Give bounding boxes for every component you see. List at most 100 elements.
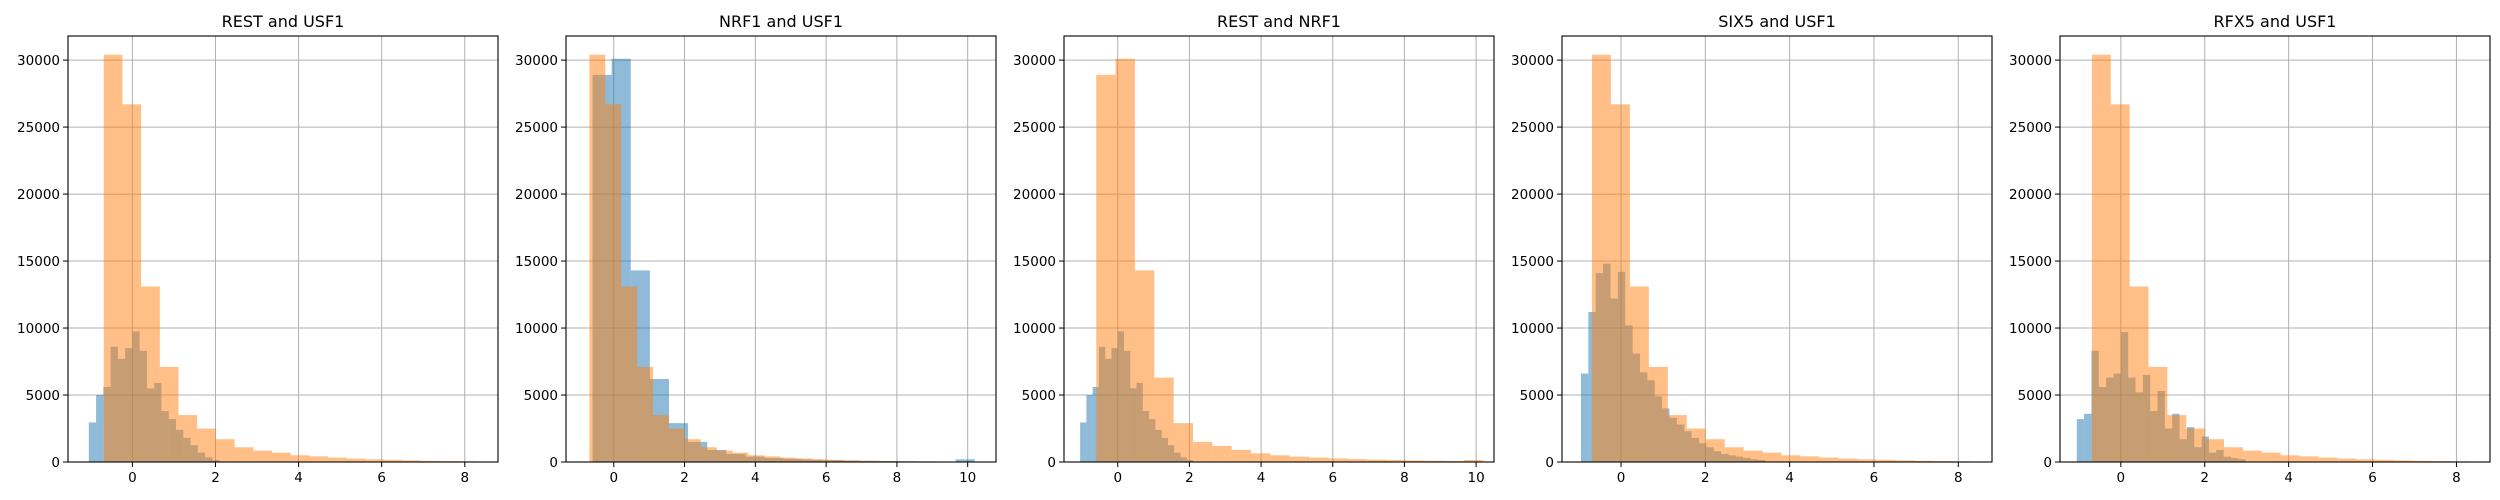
y-tick-label: 15000 (1013, 254, 1056, 270)
histogram-bar-series-2 (1857, 459, 1877, 462)
x-tick-label: 4 (1785, 470, 1794, 486)
histogram-bar-series-2 (589, 54, 606, 462)
y-tick-label: 15000 (2009, 254, 2052, 270)
x-tick-label: 8 (1954, 470, 1963, 486)
y-tick-label: 10000 (2009, 321, 2052, 337)
x-tick-label: 0 (609, 470, 618, 486)
x-tick-label: 8 (460, 470, 469, 486)
histogram-bar-series-2 (1405, 460, 1426, 462)
y-tick-label: 25000 (2009, 120, 2052, 136)
histogram-bar-series-2 (328, 457, 347, 462)
histogram-bar-series-1 (96, 395, 104, 462)
histogram-bar-series-2 (1914, 460, 1934, 462)
histogram-bar-series-2 (621, 286, 638, 462)
histogram-bar-series-2 (1838, 458, 1858, 462)
y-tick-label: 10000 (17, 321, 60, 337)
y-tick-label: 5000 (1520, 388, 1554, 404)
y-tick-label: 20000 (17, 187, 60, 203)
histogram-bar-series-2 (141, 286, 160, 462)
histogram-bar-series-2 (2393, 460, 2413, 462)
y-tick-label: 25000 (1013, 120, 1056, 136)
histogram-bar-series-2 (668, 428, 685, 462)
y-tick-label: 5000 (524, 388, 558, 404)
histogram-bar-series-1 (1086, 395, 1093, 462)
histogram-bar-series-2 (159, 366, 179, 462)
histogram-bar-series-1 (1080, 422, 1087, 462)
histogram-bar-series-2 (2148, 366, 2168, 462)
histogram-bar-series-2 (1610, 104, 1630, 462)
histogram-bar-series-2 (1212, 445, 1232, 462)
y-tick-label: 0 (549, 455, 558, 471)
histogram-bar-series-2 (2205, 439, 2225, 462)
histogram-bar-series-2 (812, 459, 829, 462)
histogram-bar-series-2 (2356, 459, 2376, 462)
histogram-bar-series-2 (1591, 54, 1611, 462)
histogram-bar-series-2 (122, 104, 142, 462)
y-tick-label: 15000 (17, 254, 60, 270)
histogram-bar-series-2 (1724, 447, 1744, 462)
y-tick-label: 25000 (515, 120, 558, 136)
histogram-bar-series-2 (384, 459, 403, 462)
chart-title: RFX5 and USF1 (2214, 12, 2337, 31)
x-tick-label: 4 (294, 470, 303, 486)
histogram-bar-series-2 (1251, 453, 1271, 462)
histogram-bar-series-2 (2110, 104, 2130, 462)
histogram-bar-series-2 (1876, 459, 1896, 462)
histogram-bar-series-2 (1289, 456, 1310, 462)
chart-panel-5: 0 2 4 6 8 0 5000 10000 15000 20000 25000 30000 RFX5 … (2009, 12, 2491, 486)
x-tick-label: 0 (2117, 470, 2126, 486)
bars-group (1580, 54, 1972, 462)
x-tick-label: 2 (1701, 470, 1710, 486)
chart-title: NRF1 and USF1 (719, 12, 843, 31)
x-tick-label: 0 (1617, 470, 1626, 486)
y-tick-label: 20000 (1511, 187, 1554, 203)
histogram-bar-series-2 (1115, 58, 1135, 462)
histogram-bar-series-2 (2412, 460, 2432, 462)
histogram-bar-series-2 (1309, 457, 1329, 462)
histogram-bar-series-2 (748, 455, 765, 462)
x-tick-label: 6 (2368, 470, 2377, 486)
y-tick-label: 30000 (1013, 53, 1056, 69)
histogram-bar-series-2 (1463, 459, 1484, 462)
histogram-bar-series-2 (197, 428, 216, 462)
y-tick-label: 10000 (1013, 321, 1056, 337)
bars-group (88, 54, 478, 462)
chart-panel-3: 0 2 4 6 8 10 0 5000 10000 15000 20000 25000 30000 RES… (1013, 12, 1495, 486)
histogram-bar-series-2 (271, 452, 291, 462)
histogram-bar-series-2 (1895, 460, 1915, 462)
chart-panel-2: 0 2 4 6 8 10 0 5000 10000 15000 20000 25000 30000 NRF… (515, 12, 997, 486)
histogram-bar-series-2 (1154, 377, 1174, 462)
histogram-bar-series-2 (215, 439, 235, 462)
y-tick-label: 25000 (17, 120, 60, 136)
histogram-bar-series-2 (732, 452, 749, 462)
histogram-bar-series-2 (764, 456, 781, 462)
histogram-bar-series-2 (2129, 286, 2149, 462)
histogram-bar-series-2 (1781, 455, 1801, 462)
chart-panel-4: 0 2 4 6 8 0 5000 10000 15000 20000 25000 30000 SIX5 … (1511, 12, 1993, 486)
histogram-bar-series-2 (1762, 452, 1782, 462)
histogram-bar-series-2 (1686, 428, 1706, 462)
x-tick-label: 2 (1185, 470, 1194, 486)
histogram-bar-series-2 (860, 460, 877, 462)
histogram-bar-series-2 (1328, 458, 1348, 462)
histogram-bar-series-2 (1629, 286, 1649, 462)
x-tick-label: 6 (1870, 470, 1879, 486)
histogram-bar-series-2 (421, 460, 441, 462)
histogram-bar-series-2 (402, 460, 422, 462)
axes-frame (2059, 35, 2491, 463)
histogram-bar-series-2 (309, 456, 329, 462)
histogram-bar-series-2 (780, 457, 797, 462)
histogram-bar-series-2 (684, 439, 701, 462)
histogram-bar-series-2 (2167, 415, 2187, 462)
histogram-bar-series-1 (955, 459, 975, 462)
x-tick-label: 10 (959, 470, 976, 486)
histogram-bar-series-2 (178, 415, 198, 462)
histogram-bar-series-2 (103, 54, 123, 462)
x-tick-label: 10 (1467, 470, 1484, 486)
histogram-bar-series-2 (1134, 270, 1155, 462)
histogram-bar-series-2 (1819, 457, 1839, 462)
histogram-bar-series-2 (346, 458, 366, 462)
y-tick-label: 0 (1047, 455, 1056, 471)
x-tick-label: 6 (822, 470, 831, 486)
